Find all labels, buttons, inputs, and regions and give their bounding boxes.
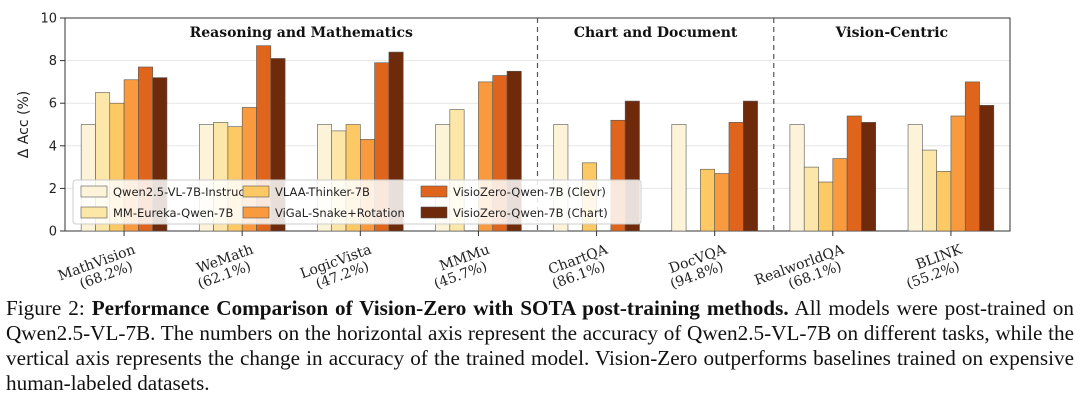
legend-swatch (242, 206, 270, 219)
legend-box (72, 179, 642, 225)
y-tick-label: 10 (40, 12, 57, 27)
x-tick-label: LogicVista(47.2%) (298, 242, 373, 293)
caption-text: All models were post-trained on Qwen2.5-… (6, 296, 1074, 395)
x-tick-label: ChartQA(86.1%) (546, 241, 611, 292)
bar-visiozero-qwen-7b-chart- (742, 100, 758, 232)
bar-visiozero-qwen-7b-clevr- (964, 81, 980, 232)
bar-visiozero-qwen-7b-chart- (861, 122, 877, 232)
bar-chart: 0 2 4 6 8 10 Δ Acc (%) MathVision(68.2%) WeMath(… (16, 12, 1011, 293)
x-tick-label: WeMath(62.1%) (195, 242, 256, 293)
x-tick-label: DocVQA(94.8%) (667, 241, 729, 292)
legend-label: VLAA-Thinker-7B (275, 185, 370, 199)
bar-vlaa-thinker-7b (818, 181, 834, 232)
caption-prefix: Figure 2: (6, 296, 92, 320)
bar-vlaa-thinker-7b (936, 171, 952, 232)
group-title: Vision-Centric (835, 25, 948, 41)
legend-swatch (80, 185, 108, 198)
bar-mm-eureka-qwen-7b (803, 166, 819, 232)
legend: Qwen2.5-VL-7B-Instruct MM-Eureka-Qwen-7B V… (72, 179, 642, 225)
bar-mm-eureka-qwen-7b (922, 149, 937, 232)
y-tick-label: 8 (49, 54, 57, 69)
bar-qwen2-5-vl-7b-instruct (789, 124, 805, 232)
bar-visiozero-qwen-7b-clevr- (846, 115, 862, 232)
group-title: Reasoning and Mathematics (190, 25, 413, 41)
figure-caption: Figure 2: Performance Comparison of Visi… (6, 296, 1074, 396)
legend-swatch (420, 206, 448, 219)
legend-swatch (80, 206, 108, 219)
legend-swatch (420, 185, 448, 198)
y-tick-label: 0 (49, 225, 57, 240)
x-tick-label: MMMu(45.7%) (432, 242, 492, 293)
group-title: Chart and Document (574, 25, 738, 41)
bar-visiozero-qwen-7b-clevr- (728, 122, 744, 232)
bar-vigal-snake-rotation (832, 158, 848, 232)
bar-vlaa-thinker-7b (700, 168, 715, 232)
bar-qwen2-5-vl-7b-instruct (671, 124, 687, 232)
legend-label: MM-Eureka-Qwen-7B (113, 206, 233, 220)
y-axis-title: Δ Acc (%) (16, 91, 32, 158)
bar-vigal-snake-rotation (714, 173, 730, 232)
legend-label: VisioZero-Qwen-7B (Clevr) (453, 185, 606, 199)
legend-label: ViGaL-Snake+Rotation (275, 206, 405, 220)
legend-label: VisioZero-Qwen-7B (Chart) (453, 206, 608, 220)
bar-qwen2-5-vl-7b-instruct (907, 124, 923, 232)
x-tick-label: RealworldQA(68.1%) (753, 241, 847, 292)
y-tick-label: 6 (49, 97, 57, 112)
y-tick-label: 4 (49, 139, 57, 154)
y-tick-label: 2 (49, 182, 57, 197)
bar-visiozero-qwen-7b-chart- (979, 105, 995, 232)
x-tick-label: MathVision(68.2%) (56, 242, 137, 293)
legend-swatch (242, 185, 270, 198)
bar-vigal-snake-rotation (950, 115, 966, 232)
x-tick-label: BLINK(55.2%) (904, 242, 964, 293)
caption-bold: Performance Comparison of Vision-Zero wi… (91, 296, 789, 320)
legend-label: Qwen2.5-VL-7B-Instruct (113, 185, 250, 199)
